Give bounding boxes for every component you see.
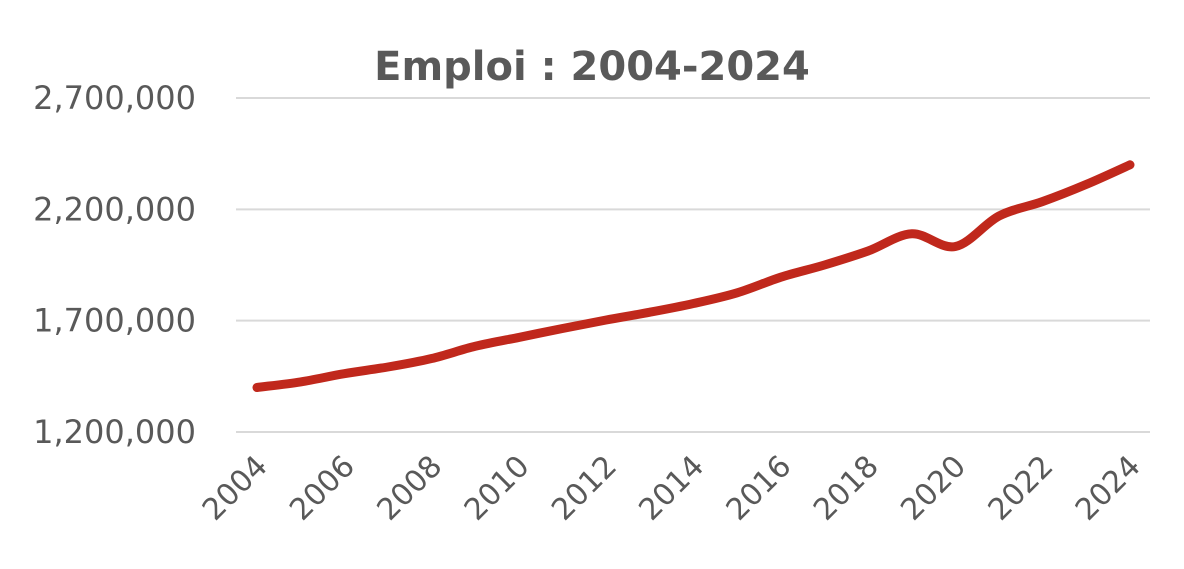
chart-title: Emploi : 2004-2024 <box>374 44 810 90</box>
y-tick-label: 2,200,000 <box>33 190 196 228</box>
series-line <box>252 160 1135 392</box>
x-tick-label: 2006 <box>283 449 362 528</box>
x-tick-label: 2024 <box>1069 449 1148 528</box>
series-layer <box>252 160 1135 392</box>
gridlines <box>236 97 1150 433</box>
x-tick-label: 2012 <box>545 449 624 528</box>
x-axis-tick-labels: 2004 2006 2008 2010 2012 2014 2016 2018 2020 2022… <box>196 449 1148 528</box>
x-tick-label: 2022 <box>982 449 1061 528</box>
x-tick-label: 2010 <box>458 449 537 528</box>
x-tick-label: 2018 <box>807 449 886 528</box>
y-tick-label: 1,700,000 <box>33 302 196 340</box>
y-tick-label: 1,200,000 <box>33 413 196 451</box>
y-axis-tick-labels: 1,200,000 1,700,000 2,200,000 2,700,000 <box>33 79 196 451</box>
y-tick-label: 2,700,000 <box>33 79 196 117</box>
x-tick-label: 2020 <box>894 449 973 528</box>
x-tick-label: 2004 <box>196 449 275 528</box>
x-tick-label: 2014 <box>632 449 711 528</box>
x-tick-label: 2008 <box>371 449 450 528</box>
x-tick-label: 2016 <box>720 449 799 528</box>
